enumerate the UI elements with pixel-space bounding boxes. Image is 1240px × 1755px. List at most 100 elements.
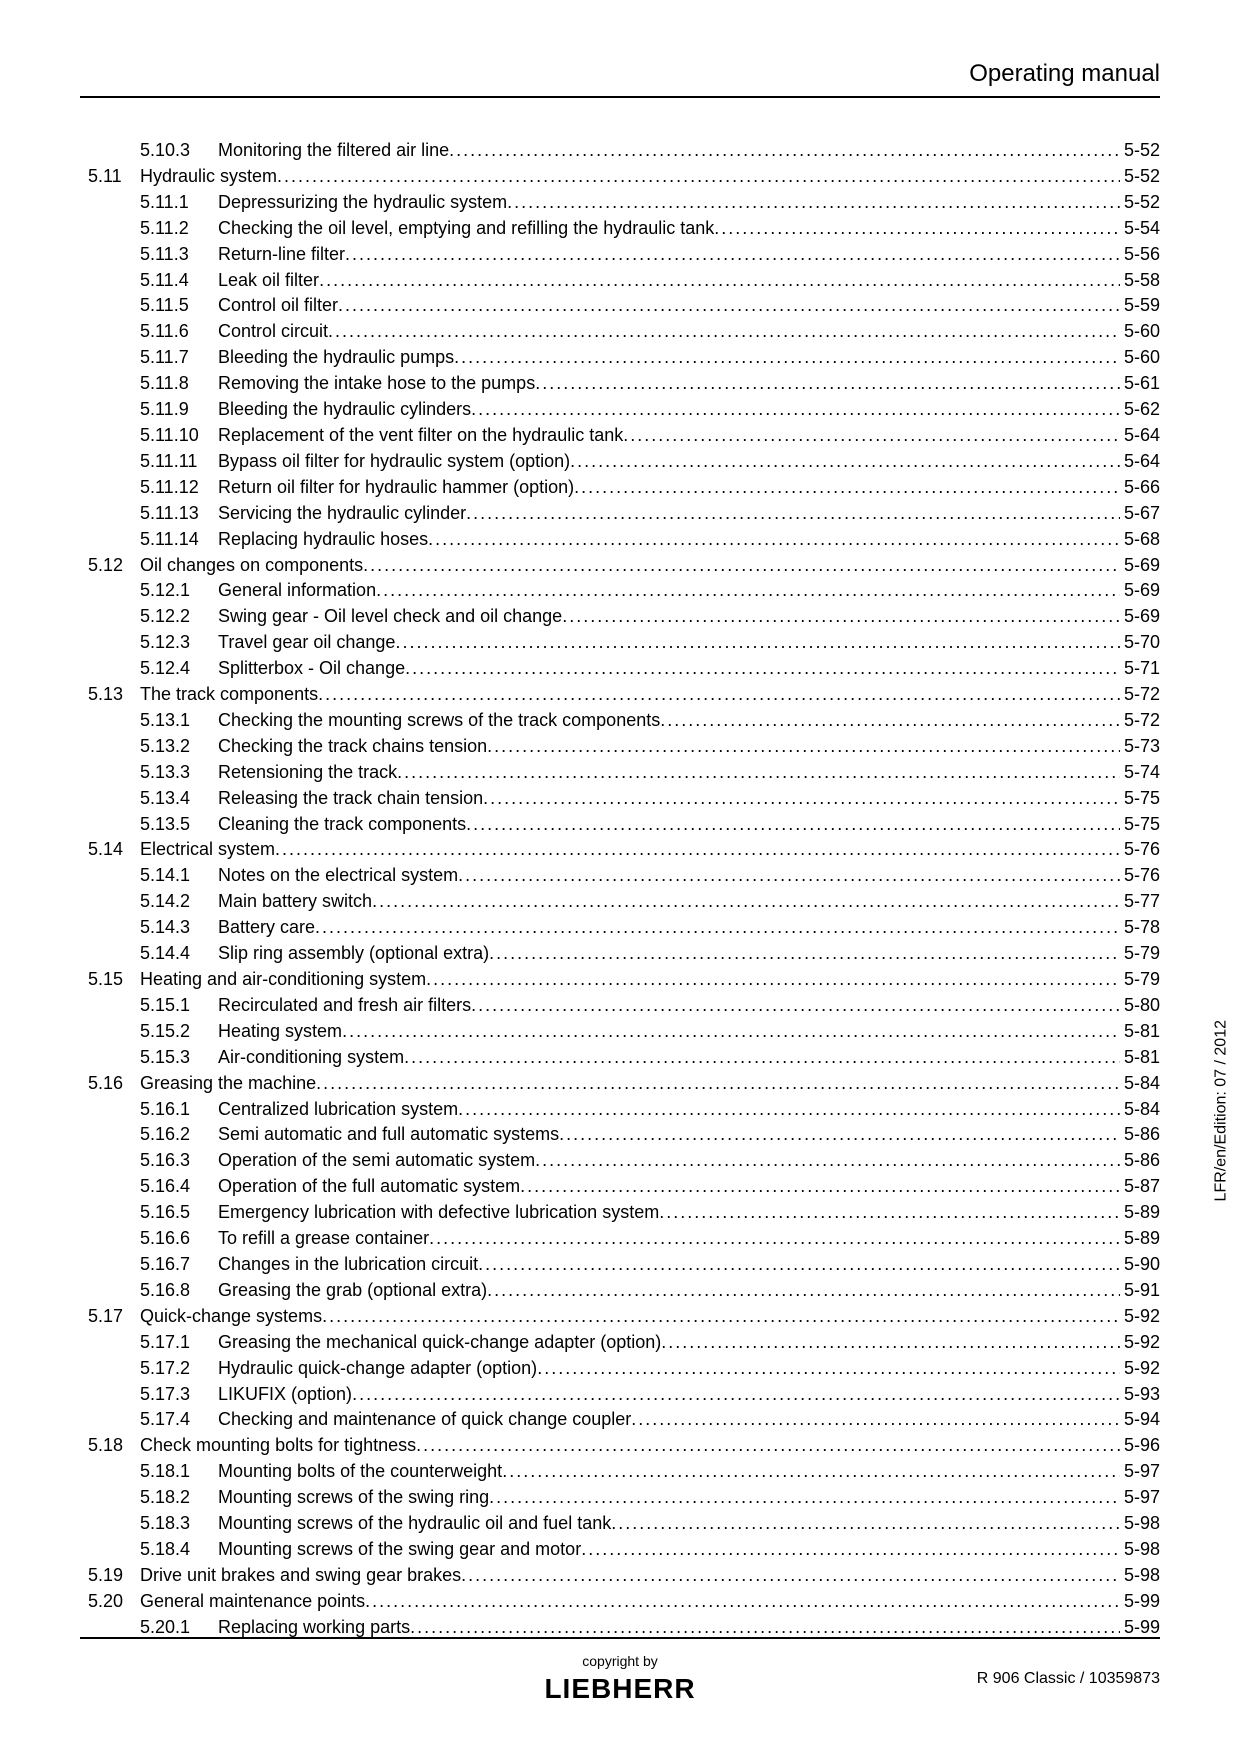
toc-leader: [623, 423, 1120, 449]
toc-page: 5-72: [1120, 708, 1160, 734]
toc-entry: 5.17.1Greasing the mechanical quick-chan…: [80, 1330, 1160, 1356]
toc-leader: [316, 1071, 1120, 1097]
toc-number: 5.14.2: [140, 889, 218, 915]
toc-title: Bleeding the hydraulic cylinders: [218, 397, 471, 423]
toc-title: Replacing hydraulic hoses: [218, 527, 428, 553]
toc-entry: 5.11.12Return oil filter for hydraulic h…: [80, 475, 1160, 501]
toc-leader: [454, 345, 1120, 371]
toc-title: Emergency lubrication with defective lub…: [218, 1200, 659, 1226]
toc-title: Centralized lubrication system: [218, 1097, 458, 1123]
toc-page: 5-52: [1120, 190, 1160, 216]
toc-entry: 5.13.1Checking the mounting screws of th…: [80, 708, 1160, 734]
toc-page: 5-90: [1120, 1252, 1160, 1278]
toc-entry: 5.16.1Centralized lubrication system 5-8…: [80, 1097, 1160, 1123]
toc-page: 5-86: [1120, 1122, 1160, 1148]
toc-entry: 5.14.3Battery care 5-78: [80, 915, 1160, 941]
toc-page: 5-84: [1120, 1071, 1160, 1097]
toc-page: 5-97: [1120, 1485, 1160, 1511]
toc-number: 5.11.11: [140, 449, 218, 475]
toc-entry: 5.13.4Releasing the track chain tension …: [80, 786, 1160, 812]
toc-entry: 5.16.3Operation of the semi automatic sy…: [80, 1148, 1160, 1174]
toc-number: 5.15: [80, 967, 140, 993]
toc-leader: [535, 1148, 1120, 1174]
toc-number: 5.18: [80, 1433, 140, 1459]
toc-page: 5-58: [1120, 268, 1160, 294]
toc-entry: 5.11.6Control circuit 5-60: [80, 319, 1160, 345]
toc-page: 5-98: [1120, 1537, 1160, 1563]
toc-leader: [466, 501, 1120, 527]
toc-number: 5.15.1: [140, 993, 218, 1019]
toc-title: General maintenance points: [140, 1589, 365, 1615]
toc-page: 5-71: [1120, 656, 1160, 682]
toc-entry: 5.19Drive unit brakes and swing gear bra…: [80, 1563, 1160, 1589]
toc-title: Servicing the hydraulic cylinder: [218, 501, 466, 527]
toc-title: Checking and maintenance of quick change…: [218, 1407, 631, 1433]
toc-title: Main battery switch: [218, 889, 372, 915]
toc-entry: 5.16.8Greasing the grab (optional extra)…: [80, 1278, 1160, 1304]
toc-leader: [574, 475, 1120, 501]
toc-leader: [461, 1563, 1120, 1589]
toc-title: Mounting bolts of the counterweight: [218, 1459, 502, 1485]
toc-page: 5-78: [1120, 915, 1160, 941]
toc-page: 5-52: [1120, 164, 1160, 190]
toc-title: Electrical system: [140, 837, 275, 863]
toc-entry: 5.10.3Monitoring the filtered air line 5…: [80, 138, 1160, 164]
toc-entry: 5.17Quick-change systems 5-92: [80, 1304, 1160, 1330]
toc-page: 5-60: [1120, 345, 1160, 371]
toc-number: 5.11.5: [140, 293, 218, 319]
toc-number: 5.14.3: [140, 915, 218, 941]
toc-entry: 5.16.7Changes in the lubrication circuit…: [80, 1252, 1160, 1278]
toc-entry: 5.13The track components 5-72: [80, 682, 1160, 708]
toc-page: 5-94: [1120, 1407, 1160, 1433]
toc-entry: 5.15.1Recirculated and fresh air filters…: [80, 993, 1160, 1019]
toc-page: 5-61: [1120, 371, 1160, 397]
toc-title: Drive unit brakes and swing gear brakes: [140, 1563, 461, 1589]
toc-number: 5.16.7: [140, 1252, 218, 1278]
toc-title: Operation of the full automatic system: [218, 1174, 520, 1200]
toc-title: To refill a grease container: [218, 1226, 429, 1252]
toc-leader: [277, 164, 1120, 190]
toc-leader: [342, 1019, 1120, 1045]
toc-leader: [458, 863, 1120, 889]
toc-title: Oil changes on components: [140, 553, 363, 579]
toc-leader: [611, 1511, 1120, 1537]
toc-leader: [581, 1537, 1120, 1563]
toc-page: 5-67: [1120, 501, 1160, 527]
toc-entry: 5.16.6To refill a grease container 5-89: [80, 1226, 1160, 1252]
toc-page: 5-76: [1120, 837, 1160, 863]
toc-page: 5-97: [1120, 1459, 1160, 1485]
toc-leader: [458, 1097, 1120, 1123]
toc-entry: 5.11.11Bypass oil filter for hydraulic s…: [80, 449, 1160, 475]
toc-entry: 5.13.5Cleaning the track components 5-75: [80, 812, 1160, 838]
toc-title: Retensioning the track: [218, 760, 397, 786]
toc-page: 5-80: [1120, 993, 1160, 1019]
toc-leader: [661, 1330, 1120, 1356]
toc-leader: [489, 1485, 1120, 1511]
toc-entry: 5.11.1Depressurizing the hydraulic syste…: [80, 190, 1160, 216]
toc-number: 5.13.1: [140, 708, 218, 734]
toc-number: 5.14.1: [140, 863, 218, 889]
toc-entry: 5.11.7Bleeding the hydraulic pumps 5-60: [80, 345, 1160, 371]
toc-number: 5.12.4: [140, 656, 218, 682]
toc-page: 5-59: [1120, 293, 1160, 319]
toc-entry: 5.14.2Main battery switch 5-77: [80, 889, 1160, 915]
toc-entry: 5.11.8Removing the intake hose to the pu…: [80, 371, 1160, 397]
toc-leader: [489, 941, 1120, 967]
toc-leader: [535, 371, 1120, 397]
toc-entry: 5.12Oil changes on components 5-69: [80, 553, 1160, 579]
toc-number: 5.17.2: [140, 1356, 218, 1382]
toc-page: 5-86: [1120, 1148, 1160, 1174]
toc-title: Changes in the lubrication circuit: [218, 1252, 478, 1278]
toc-number: 5.18.4: [140, 1537, 218, 1563]
toc-number: 5.12.2: [140, 604, 218, 630]
toc-title: Heating and air-conditioning system: [140, 967, 426, 993]
toc-title: Mounting screws of the hydraulic oil and…: [218, 1511, 611, 1537]
toc-title: Slip ring assembly (optional extra): [218, 941, 489, 967]
toc-page: 5-87: [1120, 1174, 1160, 1200]
toc-page: 5-89: [1120, 1200, 1160, 1226]
toc-number: 5.17.3: [140, 1382, 218, 1408]
toc-number: 5.18.3: [140, 1511, 218, 1537]
toc-entry: 5.17.4Checking and maintenance of quick …: [80, 1407, 1160, 1433]
toc-page: 5-64: [1120, 449, 1160, 475]
toc-page: 5-79: [1120, 967, 1160, 993]
